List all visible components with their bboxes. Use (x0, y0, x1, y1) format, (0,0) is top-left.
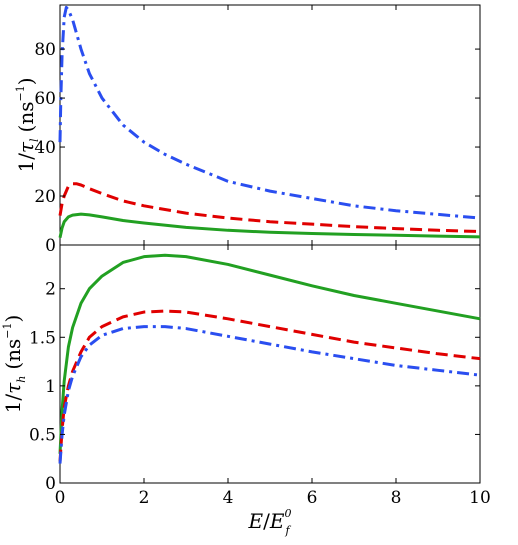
top-y-tick-label: 80 (34, 40, 56, 60)
x-tick-label: 6 (307, 488, 318, 508)
bottom-series-line-dashed-1 (58, 309, 481, 462)
x-tick-label: 2 (139, 488, 150, 508)
top-y-tick-label: 40 (34, 138, 56, 158)
top-y-tick-label: 60 (34, 89, 56, 109)
top-series-line-solid-2 (58, 212, 481, 239)
top-panel-series (58, 5, 481, 239)
bottom-y-tick-label: 1.5 (29, 328, 56, 348)
x-tick-label: 8 (391, 488, 402, 508)
bottom-y-tick-label: 1 (45, 377, 56, 397)
x-tick-label: 0 (55, 488, 66, 508)
top-y-axis-label: 1/τl(ns−1) (14, 77, 41, 172)
x-tick-label: 4 (223, 488, 234, 508)
top-y-tick-label: 20 (34, 187, 56, 207)
top-series-line-dashdot-0 (58, 5, 481, 220)
x-tick-label: 10 (469, 488, 491, 508)
bottom-y-axis-label: 1/τh(ns−1) (1, 315, 28, 414)
bottom-y-tick-label: 0 (45, 474, 56, 494)
bottom-series-line-solid-0 (58, 253, 481, 454)
bottom-panel-frame (59, 244, 481, 484)
bottom-y-tick-label: 0.5 (29, 425, 56, 445)
bottom-panel-series (58, 253, 481, 464)
top-y-tick-label: 0 (45, 236, 56, 256)
x-axis-label: E/E0 f (248, 507, 292, 537)
bottom-y-tick-label: 2 (45, 280, 56, 300)
bottom-series-line-dashdot-2 (58, 325, 481, 464)
